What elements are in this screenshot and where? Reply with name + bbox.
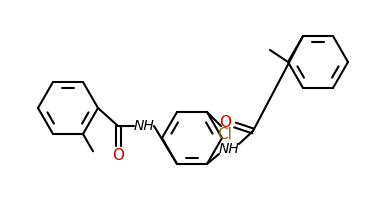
Text: O: O [219,116,231,130]
Text: NH: NH [133,119,154,133]
Text: NH: NH [218,142,239,156]
Text: Cl: Cl [218,127,232,142]
Text: O: O [112,148,124,163]
